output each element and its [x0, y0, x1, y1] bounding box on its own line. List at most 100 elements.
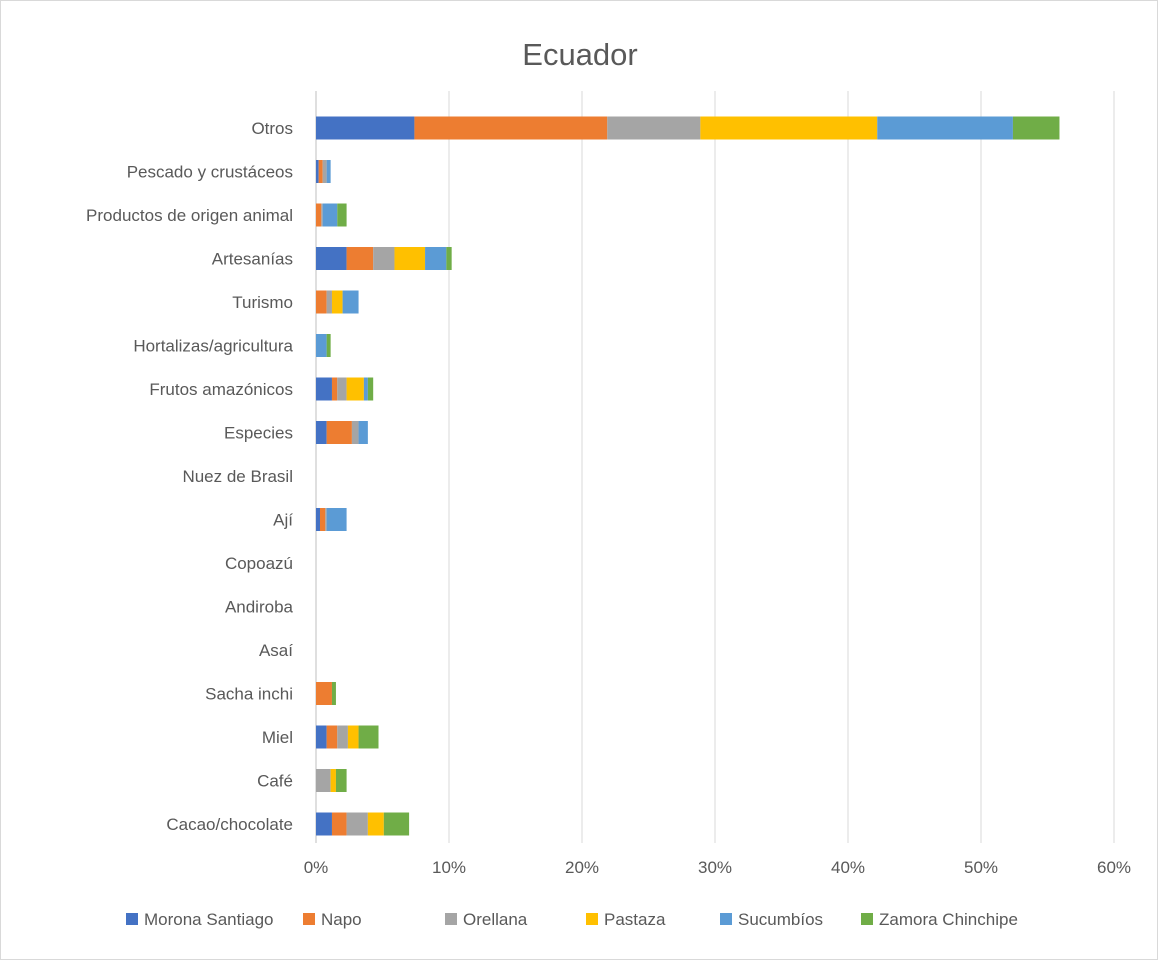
legend-label: Pastaza [604, 910, 666, 929]
bar-segment [325, 508, 327, 531]
category-label: Otros [251, 119, 293, 138]
bar-segment [425, 247, 447, 270]
bar-segment [358, 725, 379, 749]
category-label: Ají [273, 511, 293, 530]
bar-segment [322, 203, 338, 227]
bar-segment [316, 725, 327, 749]
legend-swatch [303, 913, 315, 925]
bar-segment [326, 508, 347, 531]
bar-segment [342, 290, 359, 314]
legend-item: Orellana [445, 910, 528, 929]
category-label: Turismo [232, 293, 293, 312]
legend-item: Morona Santiago [126, 910, 273, 929]
category-label: Hortalizas/agricultura [133, 337, 293, 356]
bar-segment [877, 116, 1013, 140]
legend: Morona Santiago Napo Orellana Pastaza Sucumb… [126, 910, 1018, 929]
category-label: Especies [224, 424, 293, 443]
category-label: Copoazú [225, 554, 293, 573]
bar-segment [321, 203, 323, 227]
legend-swatch [720, 913, 732, 925]
legend-item: Zamora Chinchipe [861, 910, 1018, 929]
category-label: Asaí [259, 641, 293, 660]
category-label: Sacha inchi [205, 685, 293, 704]
bar-segment [326, 290, 332, 314]
bar-segment [316, 508, 320, 531]
legend-swatch [445, 913, 457, 925]
bar-segment [351, 421, 359, 444]
bar-segment [331, 290, 343, 314]
bar-segment [319, 508, 326, 531]
bar-segment [331, 812, 347, 836]
bar-segment [316, 247, 347, 270]
bar-segment [316, 682, 332, 705]
bar-segment [358, 421, 368, 444]
bar-segment [331, 682, 336, 705]
bar-segment [346, 812, 368, 836]
bar-segment [337, 377, 347, 401]
bar-segment [367, 812, 384, 836]
legend-label: Morona Santiago [144, 910, 273, 929]
bar-segment [316, 334, 327, 357]
bar-segment [330, 769, 336, 792]
bar-segment [331, 377, 338, 401]
bar-segment [607, 116, 701, 140]
category-label: Pescado y crustáceos [127, 163, 293, 182]
x-tick-label: 40% [831, 858, 865, 877]
category-label: Nuez de Brasil [182, 467, 293, 486]
x-tick-label: 20% [565, 858, 599, 877]
legend-label: Orellana [463, 910, 528, 929]
category-label: Cacao/chocolate [166, 815, 293, 834]
bar-segment [446, 247, 452, 270]
bar-segment [326, 334, 331, 357]
legend-swatch [861, 913, 873, 925]
bar-segment [346, 247, 374, 270]
bar-segment [373, 247, 395, 270]
x-tick-label: 0% [304, 858, 329, 877]
legend-item: Pastaza [586, 910, 666, 929]
bar-segment [316, 116, 415, 140]
bar-segment [335, 769, 347, 792]
bar-segment [383, 812, 410, 836]
category-label: Café [257, 772, 293, 791]
bar-segment [414, 116, 608, 140]
legend-label: Sucumbíos [738, 910, 823, 929]
bar-segment [316, 769, 331, 792]
x-tick-label: 10% [432, 858, 466, 877]
x-tick-label: 60% [1097, 858, 1131, 877]
legend-item: Napo [303, 910, 362, 929]
legend-item: Sucumbíos [720, 910, 823, 929]
gridlines [315, 91, 1115, 843]
legend-swatch [126, 913, 138, 925]
x-tick-label: 50% [964, 858, 998, 877]
category-label: Artesanías [212, 250, 293, 269]
bar-segment [394, 247, 426, 270]
category-labels: Otros Pescado y crustáceos Productos de or… [86, 119, 294, 834]
bar-segment [316, 421, 327, 444]
bar-segment [346, 377, 364, 401]
bar-segment [316, 812, 332, 836]
x-tick-label: 30% [698, 858, 732, 877]
bar-segment [367, 377, 374, 401]
legend-label: Napo [321, 910, 362, 929]
bar-segment [316, 290, 327, 314]
legend-label: Zamora Chinchipe [879, 910, 1018, 929]
bar-segment [337, 203, 347, 227]
bar-segment [316, 377, 332, 401]
bar-segment [326, 421, 352, 444]
bar-segment [1012, 116, 1060, 140]
category-label: Miel [262, 728, 293, 747]
chart-title: Ecuador [522, 37, 637, 72]
bar-segment [316, 160, 319, 183]
bar-segment [326, 160, 331, 183]
category-label: Productos de origen animal [86, 206, 293, 225]
bars [316, 116, 1060, 836]
category-label: Frutos amazónicos [149, 380, 293, 399]
bar-segment [322, 160, 327, 183]
bar-segment [347, 725, 359, 749]
bar-segment [337, 725, 348, 749]
x-tick-labels: 0% 10% 20% 30% 40% 50% 60% [304, 858, 1131, 877]
bar-segment [318, 160, 323, 183]
bar-segment [326, 725, 338, 749]
